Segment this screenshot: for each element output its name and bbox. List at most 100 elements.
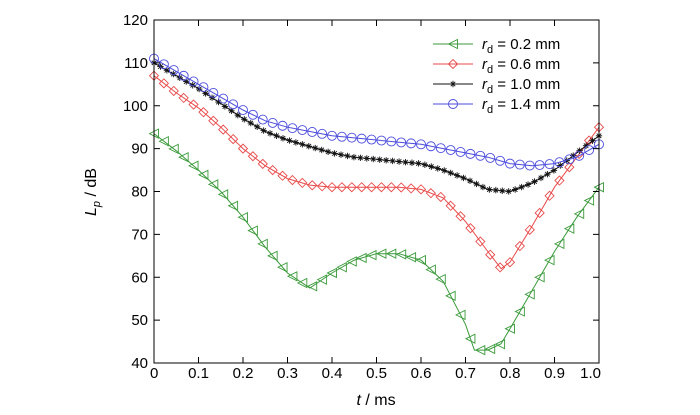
data-point: [202, 90, 209, 97]
data-point: [449, 80, 457, 88]
data-point: [524, 160, 535, 171]
data-point: [415, 160, 422, 167]
data-point: [296, 277, 308, 289]
series-4: [149, 53, 604, 171]
data-point: [584, 145, 595, 156]
data-point: [544, 254, 555, 266]
data-point: [178, 92, 189, 104]
y-tick-label: 70: [131, 226, 148, 243]
data-point: [415, 184, 427, 195]
data-point: [234, 111, 242, 119]
data-point: [582, 142, 590, 149]
data-point: [574, 150, 585, 161]
data-point: [218, 93, 229, 104]
data-point: [237, 211, 248, 223]
x-axis-unit: ms: [374, 392, 395, 409]
data-point: [408, 159, 416, 166]
data-point: [465, 148, 476, 159]
legend-item: rd = 1.4 mm: [433, 96, 560, 116]
data-point: [178, 70, 189, 81]
data-point: [158, 78, 170, 89]
data-point: [370, 155, 377, 163]
x-tick-label: 0.1: [188, 365, 209, 382]
data-point: [247, 225, 258, 236]
axis-tick-labels: 0 0.1 0.2 0.3 0.4 0.5 0.6 0.7 0.8 0.9 1.0 40 50 60 70 8…: [123, 12, 601, 382]
data-point: [416, 139, 426, 150]
data-point: [583, 195, 595, 206]
data-point: [589, 137, 596, 144]
data-point: [554, 175, 565, 186]
data-point: [238, 105, 248, 115]
data-point: [455, 211, 466, 222]
data-point: [337, 151, 345, 158]
data-point: [168, 65, 179, 75]
data-point: [366, 182, 377, 193]
data-point: [428, 163, 435, 170]
data-point: [485, 249, 496, 260]
data-point: [266, 130, 274, 137]
data-point: [247, 109, 258, 120]
data-point: [228, 107, 235, 114]
data-point: [445, 200, 456, 211]
data-point: [464, 333, 476, 344]
data-point: [425, 188, 437, 199]
data-point: [425, 264, 436, 275]
data-point: [257, 238, 268, 250]
y-tick-label: 40: [131, 355, 148, 372]
data-point: [537, 174, 545, 182]
data-point: [227, 133, 239, 145]
data-point: [504, 323, 515, 334]
data-point: [544, 190, 555, 201]
data-point: [511, 186, 519, 193]
data-point: [486, 186, 493, 193]
data-point: [336, 182, 348, 193]
legend-label: rd = 1.4 mm: [482, 96, 560, 116]
series-line: [153, 75, 600, 270]
x-axis-label: t / ms: [356, 392, 395, 409]
data-point: [158, 136, 169, 147]
data-point: [188, 76, 199, 87]
data-point: [557, 162, 564, 169]
data-point: [312, 144, 319, 152]
data-point: [326, 267, 337, 279]
data-point: [473, 180, 480, 188]
data-point: [475, 150, 486, 161]
data-point: [198, 82, 209, 93]
data-point: [208, 94, 216, 101]
data-point: [316, 274, 328, 285]
data-point: [435, 143, 446, 154]
data-point: [425, 141, 436, 152]
data-point: [441, 167, 448, 174]
data-point: [484, 343, 496, 355]
data-point: [267, 250, 278, 262]
data-point: [514, 159, 525, 170]
data-point: [534, 160, 545, 171]
y-axis-subscript: p: [91, 201, 103, 208]
axis-ticks: [153, 19, 600, 364]
data-point: [385, 248, 397, 259]
data-point: [435, 273, 446, 285]
data-point: [158, 59, 169, 70]
data-point: [445, 145, 456, 156]
data-point: [514, 240, 526, 252]
data-point: [534, 272, 545, 283]
data-point: [554, 157, 565, 168]
data-point: [228, 99, 239, 110]
data-point: [576, 147, 583, 154]
data-point: [168, 143, 179, 155]
data-point: [336, 131, 347, 142]
data-point: [544, 159, 555, 170]
data-point: [550, 167, 558, 174]
data-point: [405, 252, 417, 263]
x-tick-label: 0.9: [544, 365, 565, 382]
data-point: [495, 155, 506, 166]
data-point: [318, 146, 325, 154]
x-tick-label: 1.0: [580, 365, 601, 382]
data-point: [465, 223, 476, 234]
data-point: [531, 178, 538, 185]
data-point: [485, 152, 496, 163]
data-point: [316, 181, 328, 192]
chart-series-layer: [148, 53, 605, 356]
data-point: [405, 183, 417, 194]
